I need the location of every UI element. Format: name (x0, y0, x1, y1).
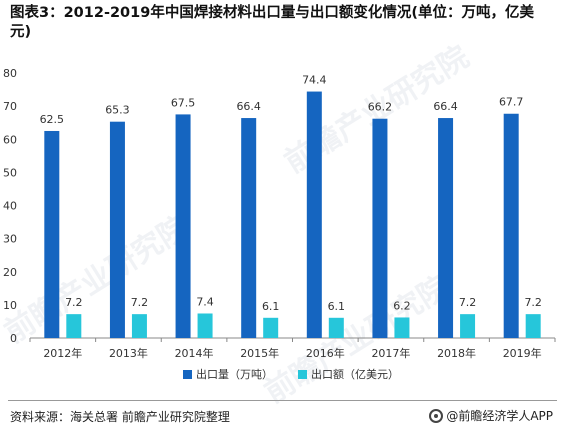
y-tick-label: 20 (3, 266, 17, 279)
bar-export-volume (109, 121, 125, 338)
brand: @前瞻经济学人APP (429, 407, 553, 424)
data-label: 6.1 (262, 300, 280, 313)
data-label: 66.4 (433, 100, 458, 113)
bar-export-value (525, 314, 541, 338)
bar-export-volume (44, 130, 60, 338)
data-label: 62.5 (40, 113, 65, 126)
bar-export-value (460, 314, 476, 338)
bars: 62.5 7.2 65.3 7.2 67.5 7.4 66.4 6.1 74.4 6.1 66.2 6… (40, 74, 542, 339)
x-axis: 2012年 2013年 2014年 2015年 2016年 2017年 2018年 2019年 (29, 337, 556, 360)
bar-export-volume (175, 114, 191, 338)
x-tick-label: 2019年 (503, 346, 542, 360)
y-tick-label: 10 (3, 299, 17, 312)
data-label: 7.4 (196, 295, 214, 308)
data-label: 7.2 (65, 296, 83, 309)
legend: 出口量（万吨） 出口额（亿美元） (183, 367, 399, 381)
bar-export-volume (306, 91, 322, 338)
data-label: 67.5 (171, 96, 196, 109)
data-label: 7.2 (459, 296, 477, 309)
x-tick-label: 2012年 (43, 346, 82, 360)
y-tick-label: 0 (10, 332, 17, 345)
y-tick-label: 70 (3, 100, 17, 113)
data-label: 7.2 (524, 296, 542, 309)
bar-export-volume (372, 118, 388, 339)
legend-label-value: 出口额（亿美元） (311, 367, 399, 381)
bar-export-volume (241, 118, 257, 338)
data-label: 65.3 (105, 104, 130, 117)
bar-export-volume (438, 118, 454, 338)
bar-export-value (197, 313, 213, 338)
bar-export-value (263, 317, 279, 338)
y-axis: 0 10 20 30 40 50 60 70 80 (3, 67, 17, 345)
x-tick-label: 2015年 (240, 346, 279, 360)
data-label: 6.2 (393, 299, 411, 312)
y-tick-label: 30 (3, 233, 17, 246)
y-tick-label: 40 (3, 200, 17, 213)
x-tick-label: 2014年 (175, 346, 214, 360)
x-tick-label: 2013年 (109, 346, 148, 360)
bar-export-value (66, 314, 82, 338)
chart-title: 图表3：2012-2019年中国焊接材料出口量与出口额变化情况(单位：万吨，亿美… (10, 5, 534, 40)
y-tick-label: 80 (3, 67, 17, 80)
y-tick-label: 60 (3, 133, 17, 146)
data-label: 74.4 (302, 74, 327, 87)
footer: 资料来源：海关总署 前瞻产业研究院整理 @前瞻经济学人APP (0, 400, 565, 436)
legend-label-volume: 出口量（万吨） (196, 367, 273, 381)
data-label: 6.1 (328, 300, 346, 313)
bar-export-volume (503, 113, 519, 339)
legend-swatch-volume (183, 370, 192, 379)
bar-export-value (328, 317, 344, 338)
x-tick-label: 2017年 (371, 346, 410, 360)
brand-label: @前瞻经济学人APP (446, 409, 553, 423)
brand-logo-icon (429, 408, 444, 423)
source-note: 资料来源：海关总署 前瞻产业研究院整理 (10, 410, 230, 424)
data-label: 7.2 (131, 296, 149, 309)
y-tick-label: 50 (3, 166, 17, 179)
bar-export-value (131, 314, 147, 338)
legend-swatch-value (298, 370, 307, 379)
data-label: 67.7 (499, 96, 524, 109)
data-label: 66.4 (236, 100, 261, 113)
x-tick-label: 2016年 (306, 346, 345, 360)
data-label: 66.2 (368, 101, 393, 114)
bar-export-value (394, 317, 410, 338)
footer-divider (8, 400, 557, 401)
x-tick-label: 2018年 (437, 346, 476, 360)
